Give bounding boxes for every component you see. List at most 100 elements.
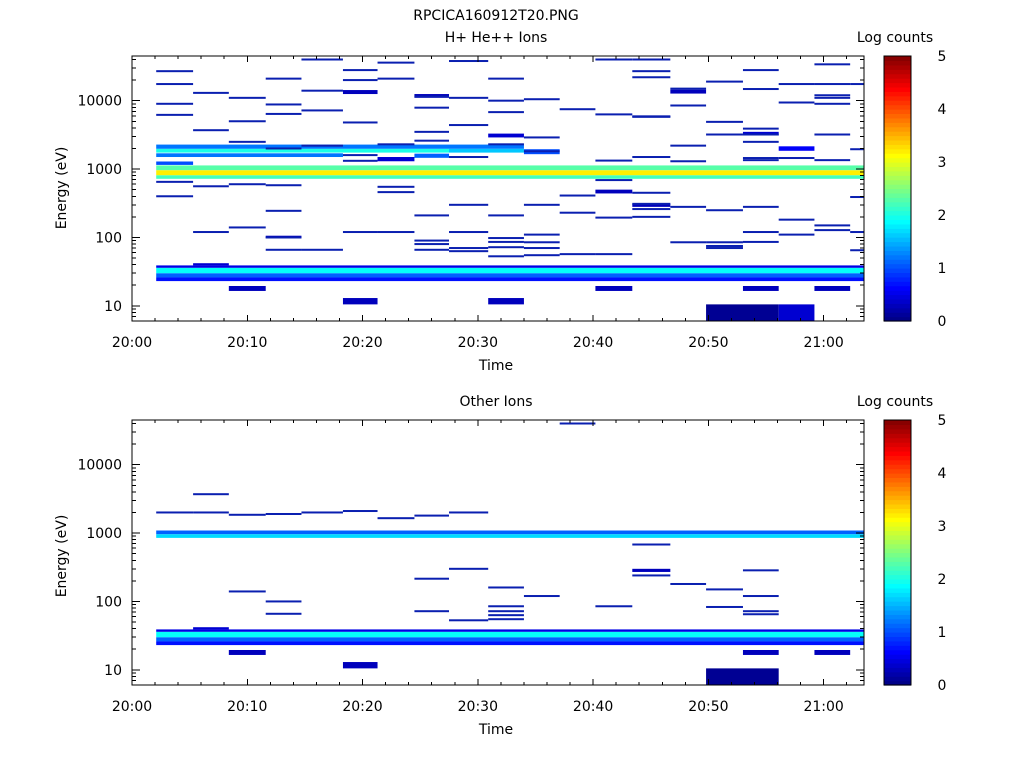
y-tick-label: 1000 xyxy=(86,526,122,542)
colorbar-segment xyxy=(884,69,911,75)
count-mark xyxy=(488,77,524,80)
count-mark xyxy=(742,610,779,613)
count-mark xyxy=(156,83,194,86)
colorbar-segment xyxy=(884,281,911,287)
panel-h-he-ions: H+ He++ Ions Log counts Time Energy (eV)… xyxy=(54,30,947,374)
colorbar-frame xyxy=(883,55,912,322)
count-mark xyxy=(342,231,378,234)
colorbar-segment xyxy=(884,219,911,225)
count-mark xyxy=(156,195,194,198)
colorbar-segment xyxy=(884,166,911,172)
count-mark xyxy=(228,513,266,516)
count-mark xyxy=(850,83,864,86)
heatmap-cell xyxy=(156,144,524,149)
colorbar-segment xyxy=(884,548,911,554)
count-mark xyxy=(265,112,302,115)
colorbar-segment xyxy=(884,254,911,260)
colorbar-segment xyxy=(884,508,911,514)
count-mark xyxy=(742,595,779,598)
count-mark xyxy=(632,70,671,73)
count-mark xyxy=(742,569,779,572)
colorbar-segment xyxy=(884,215,911,221)
count-mark xyxy=(814,224,851,227)
colorbar-segment xyxy=(884,680,911,686)
colorbar-segment xyxy=(884,241,911,247)
colorbar-segment xyxy=(884,228,911,234)
heatmap-cell xyxy=(488,133,524,138)
colorbar-tick-label: 5 xyxy=(938,49,947,65)
colorbar-segment xyxy=(884,468,911,474)
count-mark xyxy=(414,214,450,217)
colorbar-segment xyxy=(884,237,911,243)
count-mark xyxy=(156,102,194,105)
count-mark xyxy=(228,183,266,186)
colorbar-segment xyxy=(884,512,911,518)
colorbar-segment xyxy=(884,526,911,532)
count-mark xyxy=(706,244,743,247)
count-mark xyxy=(488,111,524,114)
count-mark xyxy=(265,184,302,187)
heatmap-cell xyxy=(156,265,864,268)
count-mark xyxy=(523,203,560,206)
colorbar-segment xyxy=(884,583,911,589)
heatmap-cell xyxy=(778,146,815,151)
colorbar-segment xyxy=(884,623,911,629)
colorbar-segment xyxy=(884,433,911,439)
heatmap-cell xyxy=(706,668,779,685)
colorbar-segment xyxy=(884,640,911,646)
count-mark xyxy=(670,160,707,163)
colorbar-segment xyxy=(884,605,911,611)
figure-title: RPCICA160912T20.PNG xyxy=(413,8,578,24)
heatmap-cell xyxy=(377,157,415,162)
count-mark xyxy=(301,58,343,61)
heatmap-cell xyxy=(156,153,343,158)
x-tick-label: 20:30 xyxy=(458,335,498,351)
colorbar-segment xyxy=(884,206,911,212)
count-mark xyxy=(595,216,633,219)
count-mark xyxy=(449,511,489,514)
x-tick-label: 20:40 xyxy=(573,699,613,715)
colorbar-frame xyxy=(883,419,912,686)
colorbar-segment xyxy=(884,632,911,638)
count-mark xyxy=(595,253,633,256)
count-mark xyxy=(265,209,302,212)
colorbar-segment xyxy=(884,671,911,677)
colorbar-tick-label: 3 xyxy=(938,519,947,535)
count-mark xyxy=(228,120,266,123)
colorbar-segment xyxy=(884,192,911,198)
colorbar-segment xyxy=(884,464,911,470)
count-mark xyxy=(742,88,779,91)
colorbar-segment xyxy=(884,95,911,101)
count-mark xyxy=(414,130,450,133)
colorbar-segment xyxy=(884,263,911,269)
count-mark xyxy=(228,140,266,143)
colorbar-segment xyxy=(884,139,911,145)
count-mark xyxy=(414,514,450,517)
count-mark xyxy=(706,209,743,212)
count-mark xyxy=(742,159,779,162)
colorbar-tick-label: 4 xyxy=(938,102,947,118)
plot-frame xyxy=(131,55,865,322)
colorbar-segment xyxy=(884,276,911,282)
count-mark xyxy=(742,157,779,160)
count-mark xyxy=(632,215,671,218)
colorbar-segment xyxy=(884,303,911,309)
colorbar-segment xyxy=(884,113,911,119)
count-mark xyxy=(488,255,524,258)
count-mark xyxy=(414,139,450,142)
colorbar-segment xyxy=(884,570,911,576)
colorbar-segment xyxy=(884,184,911,190)
count-mark xyxy=(414,243,450,246)
count-mark xyxy=(559,108,596,111)
x-tick-label: 20:10 xyxy=(227,699,267,715)
count-mark xyxy=(265,147,302,150)
count-mark xyxy=(814,102,851,105)
heatmap-cell xyxy=(156,637,864,642)
colorbar-segment xyxy=(884,117,911,123)
count-mark xyxy=(850,196,864,199)
colorbar-segment xyxy=(884,56,911,62)
count-mark xyxy=(814,94,851,97)
count-mark xyxy=(488,99,524,102)
count-mark xyxy=(814,159,851,162)
count-mark xyxy=(488,240,524,243)
